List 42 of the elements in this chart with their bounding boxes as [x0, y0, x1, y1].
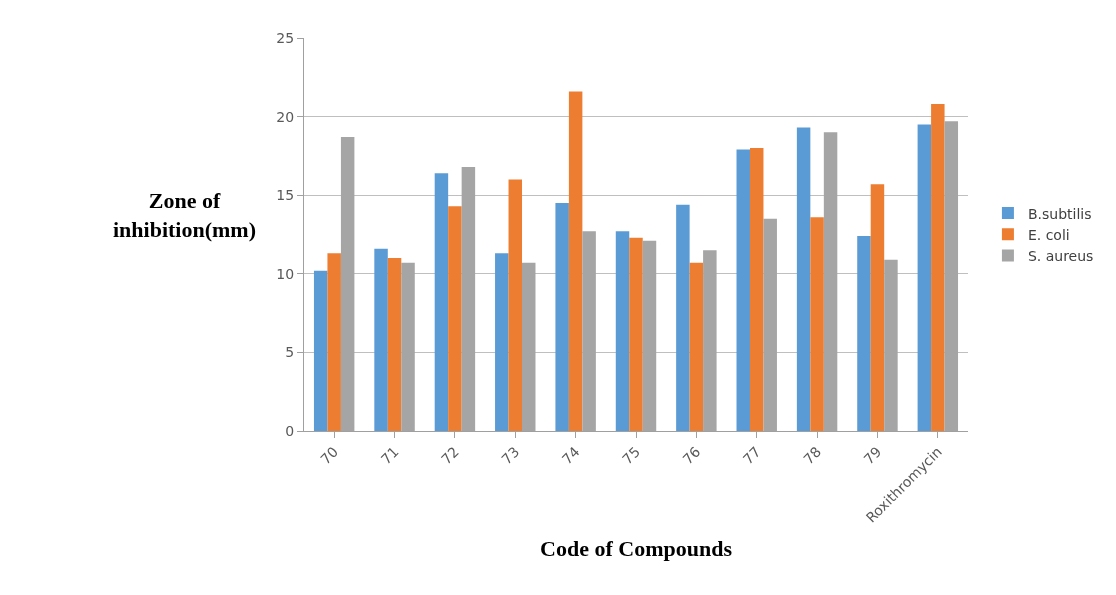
y-tick-label: 15	[276, 187, 295, 204]
y-tick-label: 25	[276, 29, 295, 46]
bar	[917, 124, 932, 431]
bar	[448, 206, 462, 431]
y-axis-title: Zone of inhibition(mm)	[113, 188, 257, 242]
bar	[434, 173, 449, 431]
x-tick-label: 71	[377, 443, 402, 468]
bar	[313, 270, 328, 431]
bar	[374, 248, 388, 431]
bar	[796, 127, 811, 431]
bar	[870, 184, 885, 431]
bar	[568, 91, 583, 431]
bar	[629, 237, 643, 431]
bar	[736, 149, 750, 431]
x-tick-label: 76	[679, 443, 704, 468]
bar	[749, 148, 764, 431]
bar	[495, 253, 509, 431]
x-tick-label: 75	[619, 443, 644, 468]
bar	[931, 104, 945, 431]
legend-label: E. coli	[1027, 226, 1070, 243]
bar	[810, 217, 824, 431]
x-axis-title: Code of Compounds	[540, 535, 733, 561]
y-tick-label: 20	[276, 108, 295, 125]
bar	[387, 258, 402, 431]
x-tick-label: 72	[438, 443, 462, 468]
legend-label: B.subtilis	[1027, 205, 1092, 222]
y-tick-label: 5	[285, 344, 295, 361]
x-tick-label: 70	[317, 443, 342, 468]
x-tick-label: 73	[498, 443, 523, 468]
legend-label: S. aureus	[1027, 247, 1094, 264]
bar	[689, 262, 704, 431]
bar	[615, 231, 630, 431]
bar	[555, 203, 569, 431]
bar	[508, 179, 523, 431]
bar	[857, 236, 871, 431]
y-tick-label: 0	[285, 422, 295, 439]
x-tick-label: 74	[558, 443, 583, 468]
bar	[327, 253, 341, 431]
y-tick-label: 10	[276, 265, 295, 282]
x-tick-label: 77	[739, 443, 764, 468]
bar	[676, 204, 690, 431]
x-tick-label: 78	[800, 443, 825, 468]
